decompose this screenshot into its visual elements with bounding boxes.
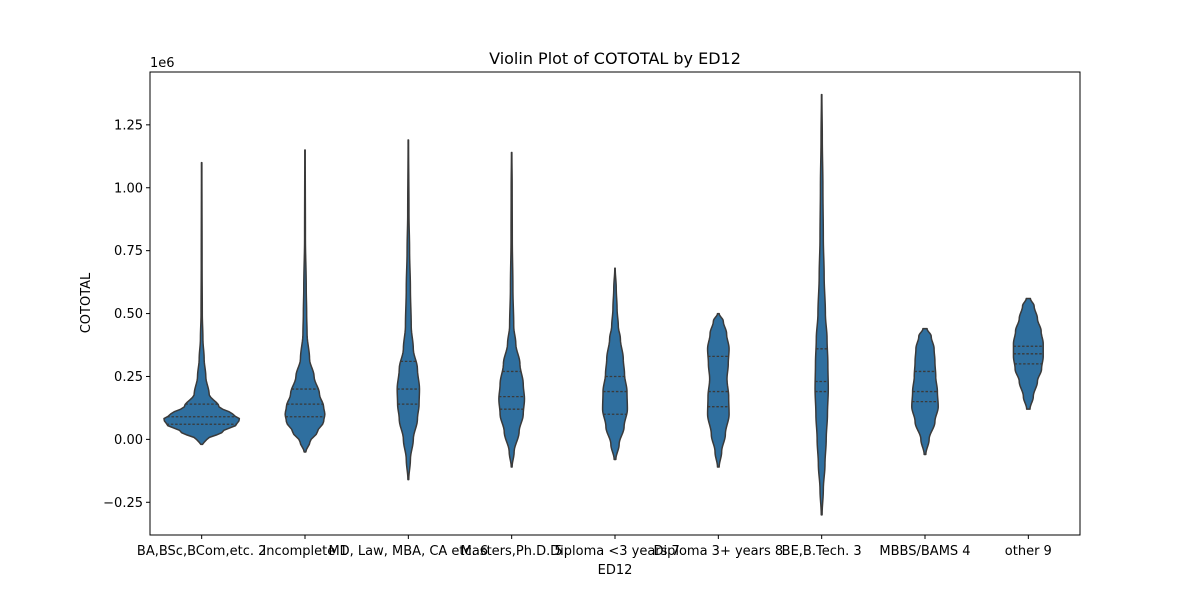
chart-title: Violin Plot of COTOTAL by ED12 <box>489 49 741 68</box>
y-scale-label: 1e6 <box>150 56 175 71</box>
x-tick-label: Diploma 3+ years 8 <box>653 544 783 559</box>
violin-body <box>284 149 326 453</box>
violin-body <box>498 151 526 468</box>
violin-body <box>396 139 421 481</box>
violin-group <box>601 267 629 461</box>
violin-body <box>911 327 939 456</box>
y-tick-label: 0.75 <box>114 244 143 259</box>
y-tick-label: −0.25 <box>103 496 143 511</box>
violin-group <box>814 93 830 516</box>
x-tick-label: MBBS/BAMS 4 <box>879 544 970 559</box>
violin-body <box>706 312 730 468</box>
x-tick-label: BA,BSc,BCom,etc. 2 <box>137 544 266 559</box>
violin-body <box>163 161 241 446</box>
y-tick-label: 1.25 <box>114 118 143 133</box>
x-tick-label: other 9 <box>1005 544 1052 559</box>
y-tick-label: 0.00 <box>114 433 143 448</box>
violin-group <box>498 151 526 468</box>
violin-group <box>1012 297 1044 410</box>
violin-group <box>163 161 241 446</box>
violin-group <box>396 139 421 481</box>
y-tick-label: 0.50 <box>114 307 143 322</box>
violin-group <box>284 149 326 453</box>
violin-body <box>814 93 830 516</box>
violin-group <box>706 312 730 468</box>
x-tick-label: Diploma <3 years 7 <box>550 544 680 559</box>
x-tick-label: Masters,Ph.D. 5 <box>461 544 563 559</box>
x-axis-title: ED12 <box>598 563 633 578</box>
x-tick-label: MD, Law, MBA, CA etc. 6 <box>328 544 488 559</box>
violin-group <box>911 327 939 456</box>
y-axis-title: COTOTAL <box>79 272 94 333</box>
y-axis: −0.25 0.00 0.25 0.50 0.75 1.00 1.25 <box>103 118 150 511</box>
x-tick-label: BE,B.Tech. 3 <box>782 544 862 559</box>
violin-body <box>601 267 629 461</box>
y-tick-label: 1.00 <box>114 181 143 196</box>
plot-area <box>163 93 1044 516</box>
x-tick-label: Incomplete 1 <box>262 544 347 559</box>
y-tick-label: 0.25 <box>114 370 143 385</box>
